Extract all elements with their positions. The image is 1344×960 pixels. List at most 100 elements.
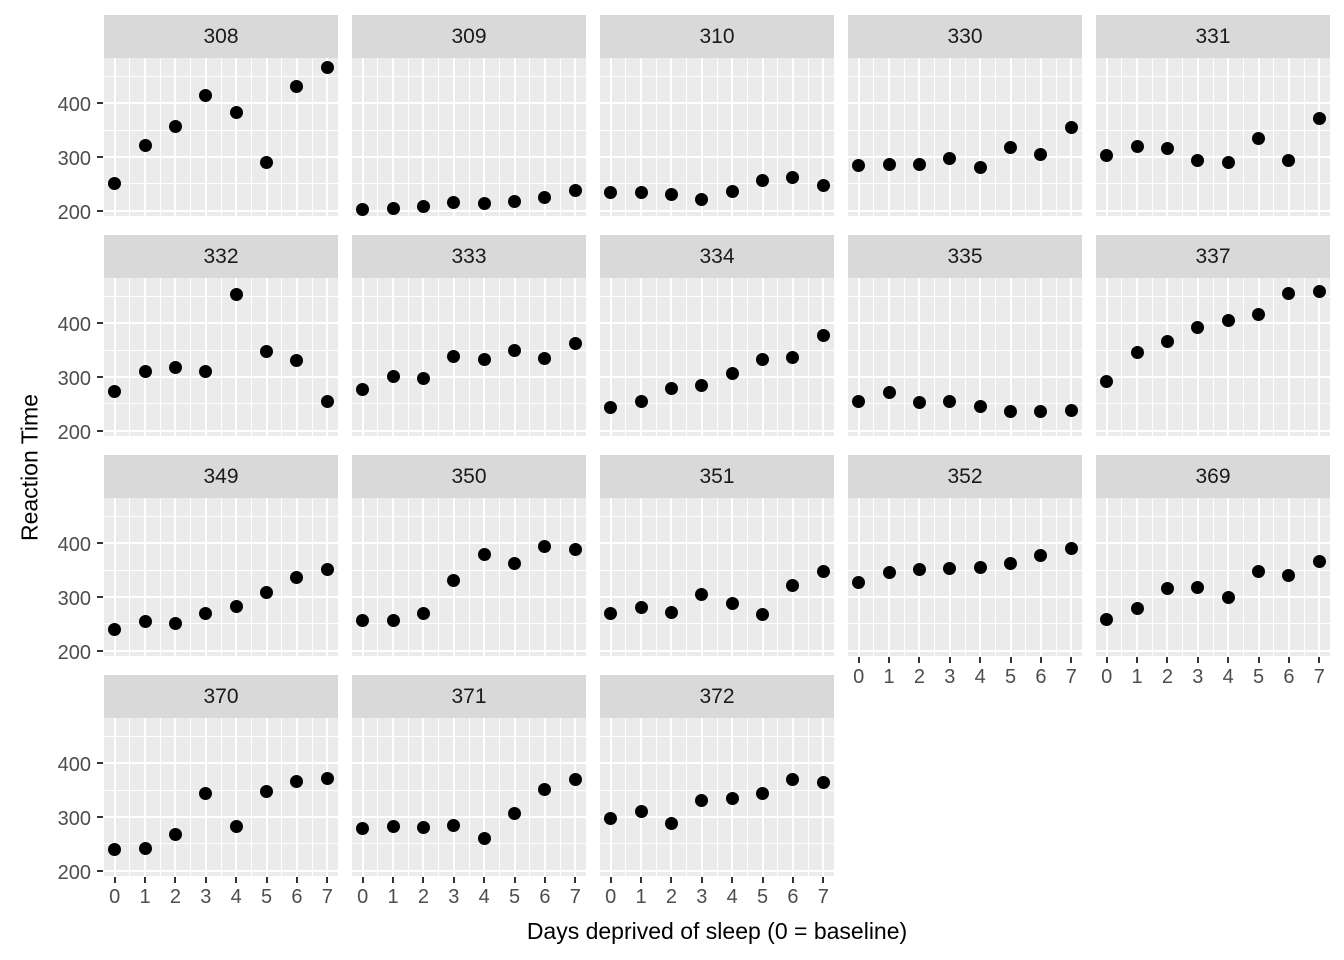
minor-gridline-h [1096, 295, 1330, 297]
x-tick-mark [574, 877, 577, 883]
major-gridline-v [1196, 498, 1199, 656]
major-gridline-v [574, 58, 577, 216]
major-gridline-v [640, 58, 643, 216]
x-tick-mark [543, 877, 546, 883]
major-gridline-v [791, 498, 794, 656]
minor-gridline-h [104, 515, 338, 517]
data-point [320, 60, 334, 74]
minor-gridline-h [848, 623, 1082, 625]
major-gridline-v [1009, 498, 1012, 656]
minor-gridline-v [746, 498, 748, 656]
minor-gridline-v [625, 58, 627, 216]
x-tick-mark [452, 877, 455, 883]
data-point [852, 394, 866, 408]
minor-gridline-v [129, 498, 131, 656]
data-point [786, 773, 800, 787]
minor-gridline-v [807, 58, 809, 216]
major-gridline-v [513, 498, 516, 656]
major-gridline-h [848, 429, 1082, 432]
minor-gridline-v [964, 498, 966, 656]
x-tick-label: 0 [605, 886, 617, 908]
major-gridline-h [1096, 375, 1330, 378]
facet-panel-330 [848, 58, 1082, 216]
facet-strip-label: 331 [1195, 24, 1231, 48]
major-gridline-v [483, 718, 486, 876]
facet-strip-337: 337 [1096, 235, 1330, 278]
minor-gridline-v [903, 58, 905, 216]
facet-panel-309 [352, 58, 586, 216]
major-gridline-h [352, 649, 586, 652]
data-point [634, 804, 648, 818]
data-point [229, 820, 243, 834]
data-point [664, 817, 678, 831]
y-tick-label: 400 [57, 534, 91, 557]
data-point [1312, 284, 1326, 298]
minor-gridline-h [1096, 515, 1330, 517]
minor-gridline-h [104, 735, 338, 737]
major-gridline-v [295, 58, 298, 216]
facet-panel-350 [352, 498, 586, 656]
minor-gridline-v [655, 58, 657, 216]
x-tick-label: 1 [139, 886, 151, 908]
major-gridline-v [144, 58, 147, 216]
minor-gridline-v [873, 58, 875, 216]
major-gridline-h [352, 542, 586, 545]
major-gridline-v [1227, 498, 1230, 656]
major-gridline-v [979, 278, 982, 436]
x-tick-label: 4 [478, 886, 490, 908]
minor-gridline-h [600, 735, 834, 737]
major-gridline-v [700, 498, 703, 656]
major-gridline-h [848, 322, 1082, 325]
major-gridline-v [513, 278, 516, 436]
minor-gridline-v [716, 718, 718, 876]
minor-gridline-v [311, 718, 313, 876]
minor-gridline-h [848, 515, 1082, 517]
major-gridline-v [513, 718, 516, 876]
y-tick-mark [97, 155, 103, 158]
minor-gridline-h [1096, 349, 1330, 351]
major-gridline-v [731, 498, 734, 656]
major-gridline-v [1070, 58, 1073, 216]
major-gridline-v [857, 58, 860, 216]
major-gridline-h [104, 542, 338, 545]
major-gridline-v [1227, 58, 1230, 216]
x-tick-mark [1257, 657, 1260, 663]
facet-strip-310: 310 [600, 15, 834, 58]
minor-gridline-h [848, 183, 1082, 185]
minor-gridline-v [159, 278, 161, 436]
data-point [568, 772, 582, 786]
data-point [604, 606, 618, 620]
facet-strip-label: 334 [699, 244, 735, 268]
x-tick-label: 2 [1161, 666, 1173, 688]
major-gridline-v [326, 718, 329, 876]
x-tick-mark [174, 877, 177, 883]
major-gridline-v [700, 278, 703, 436]
facet-strip-309: 309 [352, 15, 586, 58]
minor-gridline-h [848, 129, 1082, 131]
minor-gridline-v [1055, 278, 1057, 436]
minor-gridline-v [686, 498, 688, 656]
data-point [538, 191, 552, 205]
facet-panel-331 [1096, 58, 1330, 216]
minor-gridline-v [1273, 278, 1275, 436]
y-tick-label: 300 [57, 147, 91, 170]
data-point [882, 565, 896, 579]
major-gridline-v [422, 58, 425, 216]
x-tick-mark [640, 877, 643, 883]
major-gridline-h [1096, 209, 1330, 212]
major-gridline-v [1287, 58, 1290, 216]
major-gridline-v [1136, 498, 1139, 656]
minor-gridline-v [407, 498, 409, 656]
facet-strip-label: 330 [947, 24, 983, 48]
data-point [973, 399, 987, 413]
data-point [756, 174, 770, 188]
y-tick-mark [97, 762, 103, 765]
minor-gridline-v [655, 718, 657, 876]
major-gridline-v [174, 58, 177, 216]
minor-gridline-v [655, 278, 657, 436]
x-tick-label: 1 [1131, 666, 1143, 688]
minor-gridline-v [498, 58, 500, 216]
facet-strip-label: 337 [1195, 244, 1231, 268]
major-gridline-v [1009, 278, 1012, 436]
minor-gridline-v [250, 278, 252, 436]
